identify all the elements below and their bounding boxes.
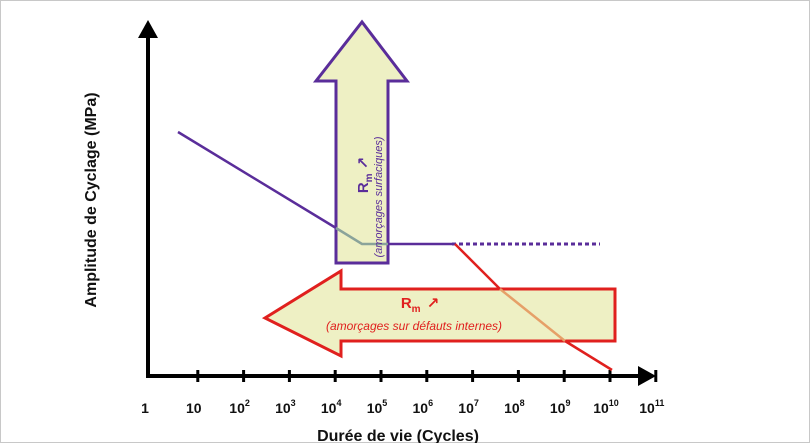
x-tick-label: 104	[321, 398, 342, 416]
internal-curve-upper	[454, 243, 501, 290]
internal-curve-lower	[564, 339, 613, 372]
y-axis-arrowhead	[138, 20, 158, 38]
x-tick-label: 107	[458, 398, 479, 416]
internal-curve-overlap	[499, 288, 566, 342]
x-axis-ticks	[196, 370, 658, 382]
x-axis-arrowhead	[638, 366, 656, 386]
y-axis-label: Amplitude de Cyclage (MPa)	[83, 92, 100, 307]
x-axis-label: Durée de vie (Cycles)	[317, 428, 479, 443]
surface-initiation-arrow	[312, 19, 411, 265]
surface-arrow-note: (amorçages surfaciques)	[373, 136, 385, 257]
x-tick-label: 1010	[593, 398, 619, 416]
surface-curve-descending	[177, 130, 337, 230]
internal-defects-arrow	[261, 268, 617, 359]
surface-rm-label: Rm↗	[355, 157, 375, 193]
transition-curve	[335, 226, 388, 246]
internal-arrow-note: (amorçages sur défauts internes)	[326, 319, 502, 333]
internal-rm-label: Rm ↗	[401, 295, 439, 315]
x-tick-label: 108	[504, 398, 525, 416]
x-tick-label: 106	[413, 398, 434, 416]
x-tick-label: 109	[550, 398, 571, 416]
x-tick-label: 103	[275, 398, 296, 416]
surface-arrow-labels: Rm↗ (amorçages surfaciques)	[355, 136, 385, 257]
x-tick-label: 10	[186, 400, 202, 416]
x-tick-label: 105	[367, 398, 388, 416]
x-tick-label: 1	[141, 400, 149, 416]
x-axis-tick-labels: 1 10 102 103 104 105 106 107 108 109 1010 1011	[141, 398, 664, 416]
x-tick-label: 102	[229, 398, 250, 416]
x-tick-label: 1011	[639, 398, 664, 416]
